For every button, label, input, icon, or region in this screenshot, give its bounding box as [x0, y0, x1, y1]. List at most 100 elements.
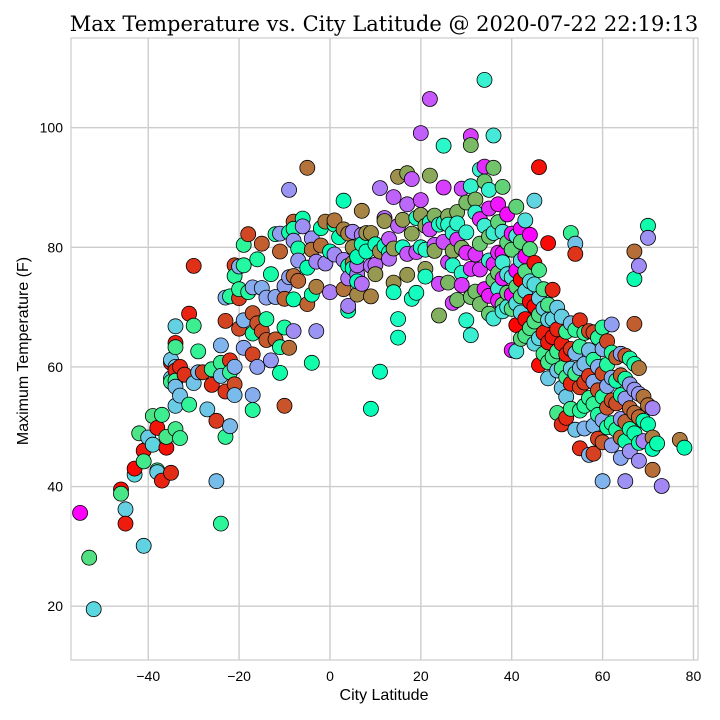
data-point [440, 274, 457, 291]
data-point [72, 505, 88, 521]
data-point [253, 235, 270, 252]
data-point [258, 311, 275, 328]
data-point [340, 297, 357, 314]
data-point [117, 501, 134, 518]
data-point [185, 317, 202, 334]
data-point [508, 198, 525, 215]
y-tick-label: 60 [47, 359, 63, 375]
chart-title: Max Temperature vs. City Latitude @ 2020… [70, 12, 698, 36]
data-point [403, 171, 420, 188]
data-point [626, 243, 643, 260]
data-point [144, 436, 161, 453]
data-point [544, 281, 561, 298]
data-point [390, 329, 407, 346]
data-point [335, 192, 352, 209]
data-point [153, 406, 170, 423]
data-point [490, 196, 507, 213]
data-point [376, 213, 393, 229]
data-point [281, 181, 298, 198]
y-tick-label: 80 [47, 239, 63, 255]
data-point [526, 192, 543, 209]
data-point [362, 400, 379, 417]
data-point [172, 430, 188, 447]
data-point [403, 225, 420, 242]
data-point [631, 452, 647, 469]
data-point [485, 159, 502, 176]
data-point [362, 288, 379, 305]
data-point [226, 358, 243, 375]
data-point [281, 339, 298, 356]
data-point [294, 218, 311, 235]
data-point [431, 307, 447, 324]
data-point [485, 127, 502, 144]
data-point [222, 418, 238, 435]
data-point [285, 291, 302, 308]
data-point [649, 435, 665, 452]
data-point [226, 387, 243, 404]
data-point [644, 400, 661, 417]
x-tick-label: −20 [227, 668, 251, 684]
data-point [421, 91, 438, 107]
data-point [417, 268, 434, 285]
y-tick-label: 40 [47, 479, 63, 495]
data-point [421, 167, 438, 184]
data-point [385, 189, 402, 206]
data-point [385, 284, 402, 301]
data-point [594, 473, 611, 490]
data-point [462, 178, 479, 195]
data-point [540, 235, 556, 252]
data-point [626, 315, 643, 332]
data-point [435, 137, 452, 154]
data-point [603, 316, 620, 333]
data-point [167, 339, 184, 356]
data-point [531, 262, 547, 279]
data-point [517, 212, 534, 229]
data-point [412, 125, 429, 142]
data-point [394, 211, 411, 228]
data-point [481, 181, 497, 198]
data-point [617, 473, 634, 490]
data-point [113, 485, 129, 502]
data-point [522, 226, 538, 243]
data-point [208, 473, 225, 490]
data-point [235, 257, 252, 274]
data-point [117, 515, 134, 532]
data-point [181, 396, 198, 413]
data-point [644, 461, 661, 478]
x-tick-label: 20 [413, 668, 429, 684]
data-point [494, 178, 511, 195]
data-point [676, 439, 693, 456]
data-point [285, 323, 302, 340]
data-point [412, 192, 429, 209]
data-point [399, 266, 416, 283]
data-point [453, 277, 470, 293]
data-point [458, 224, 475, 241]
x-tick-label: 80 [686, 668, 702, 684]
data-point [522, 241, 538, 258]
y-axis-label: Maximum Temperature (F) [15, 257, 32, 445]
x-axis-label: City Latitude [340, 687, 429, 704]
data-point [567, 245, 584, 262]
data-point [81, 549, 98, 566]
data-point [212, 515, 229, 532]
data-point [531, 159, 547, 176]
data-point [390, 311, 407, 328]
data-point [185, 257, 202, 274]
x-tick-label: 40 [504, 668, 520, 684]
data-point [353, 275, 370, 292]
data-point [212, 337, 229, 354]
data-point [249, 251, 266, 268]
data-point [167, 318, 184, 335]
data-point [135, 453, 152, 470]
data-point [476, 72, 493, 88]
data-point [85, 601, 102, 618]
data-point [262, 266, 279, 283]
data-point [308, 323, 325, 340]
data-point [272, 243, 288, 260]
data-point [244, 402, 261, 418]
tick-labels: −40 −20 0 20 40 60 80 20 40 60 80 100 [40, 120, 702, 684]
data-point [462, 327, 479, 344]
data-points [72, 72, 693, 618]
data-point [135, 537, 152, 554]
